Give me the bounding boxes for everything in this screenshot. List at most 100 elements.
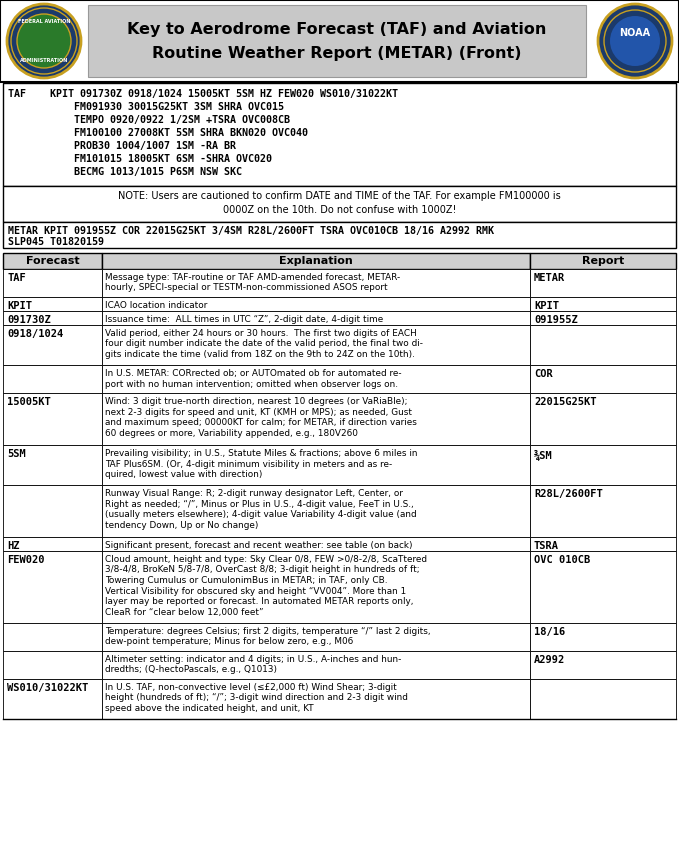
Text: HZ: HZ [7,541,20,551]
Bar [0,0,679,82]
Text: layer may be reported or forecast. In automated METAR reports only,: layer may be reported or forecast. In au… [105,597,414,606]
Bar [102,679,530,719]
Bar [3,651,102,679]
Text: KPIT: KPIT [534,301,559,311]
Text: Temperature: degrees Celsius; first 2 digits, temperature “/” last 2 digits,: Temperature: degrees Celsius; first 2 di… [105,627,430,636]
Bar [3,83,676,186]
Text: FM101015 18005KT 6SM -SHRA OVC020: FM101015 18005KT 6SM -SHRA OVC020 [8,154,272,164]
Bar [530,311,676,325]
Bar [102,537,530,551]
Text: Issuance time:  ALL times in UTC “Z”, 2-digit date, 4-digit time: Issuance time: ALL times in UTC “Z”, 2-d… [105,315,383,324]
Bar [102,269,530,297]
Bar [530,623,676,651]
Bar [3,679,102,719]
Text: gits indicate the time (valid from 18Z on the 9th to 24Z on the 10th).: gits indicate the time (valid from 18Z o… [105,350,415,359]
Text: 0000Z on the 10th. Do not confuse with 1000Z!: 0000Z on the 10th. Do not confuse with 1… [223,205,456,215]
Text: and maximum speed; 00000KT for calm; for METAR, if direction varies: and maximum speed; 00000KT for calm; for… [105,418,417,427]
Bar [3,537,102,551]
Circle shape [598,4,672,78]
Bar [3,623,102,651]
Bar [530,485,676,537]
Text: hourly, SPECI-special or TESTM-non-commissioned ASOS report: hourly, SPECI-special or TESTM-non-commi… [105,283,388,293]
Text: Message type: TAF-routine or TAF AMD-amended forecast, METAR-: Message type: TAF-routine or TAF AMD-ame… [105,273,400,282]
Bar [3,269,102,297]
Text: In U.S. METAR: CORrected ob; or AUTOmated ob for automated re-: In U.S. METAR: CORrected ob; or AUTOmate… [105,369,401,378]
Text: COR: COR [534,369,553,379]
Text: Vertical Visibility for obscured sky and height “VV004”. More than 1: Vertical Visibility for obscured sky and… [105,586,406,596]
Text: 60 degrees or more, Variability appended, e.g., 180V260: 60 degrees or more, Variability appended… [105,429,358,437]
Bar [102,485,530,537]
Text: Right as needed; “/”, Minus or Plus in U.S., 4-digit value, FeeT in U.S.,: Right as needed; “/”, Minus or Plus in U… [105,500,414,508]
Bar [530,393,676,445]
Text: dew-point temperature; Minus for below zero, e.g., M06: dew-point temperature; Minus for below z… [105,638,353,646]
Text: KPIT: KPIT [7,301,32,311]
Text: dredths; (Q-hectoPascals, e.g., Q1013): dredths; (Q-hectoPascals, e.g., Q1013) [105,665,277,675]
Text: speed above the indicated height, and unit, KT: speed above the indicated height, and un… [105,704,314,713]
Text: next 2-3 digits for speed and unit, KT (KMH or MPS); as needed, Gust: next 2-3 digits for speed and unit, KT (… [105,407,412,417]
Text: WS010/31022KT: WS010/31022KT [7,683,88,693]
Text: quired, lowest value with direction): quired, lowest value with direction) [105,470,262,479]
Bar [530,551,676,623]
Text: 18/16: 18/16 [534,627,565,637]
Bar [102,297,530,311]
Bar [530,297,676,311]
Bar [530,445,676,485]
Circle shape [604,10,666,72]
Text: TAF    KPIT 091730Z 0918/1024 15005KT 5SM HZ FEW020 WS010/31022KT: TAF KPIT 091730Z 0918/1024 15005KT 5SM H… [8,89,398,99]
Text: Cloud amount, height and type: Sky Clear 0/8, FEW >0/8-2/8, ScaTtered: Cloud amount, height and type: Sky Clear… [105,555,427,564]
Text: CleaR for “clear below 12,000 feet”: CleaR for “clear below 12,000 feet” [105,608,263,616]
Text: Key to Aerodrome Forecast (TAF) and Aviation: Key to Aerodrome Forecast (TAF) and Avia… [128,22,547,37]
Bar [530,679,676,719]
Bar [530,365,676,393]
Text: 091955Z: 091955Z [534,315,578,325]
Text: FEW020: FEW020 [7,555,45,565]
Text: Significant present, forecast and recent weather: see table (on back): Significant present, forecast and recent… [105,541,413,550]
Bar [3,297,102,311]
Text: In U.S. TAF, non-convective level (≤£2,000 ft) Wind Shear; 3-digit: In U.S. TAF, non-convective level (≤£2,0… [105,683,397,692]
Text: ¾SM: ¾SM [534,449,553,460]
Circle shape [11,8,77,74]
Text: Wind: 3 digit true-north direction, nearest 10 degrees (or VaRiaBle);: Wind: 3 digit true-north direction, near… [105,397,407,406]
Bar [3,365,102,393]
Bar [530,253,676,269]
Text: four digit number indicate the date of the valid period, the final two di-: four digit number indicate the date of t… [105,340,423,348]
Text: METAR KPIT 091955Z COR 22015G25KT 3/4SM R28L/2600FT TSRA OVC010CB 18/16 A2992 RM: METAR KPIT 091955Z COR 22015G25KT 3/4SM … [8,226,494,236]
Bar [102,445,530,485]
Text: ADMINISTRATION: ADMINISTRATION [20,58,68,63]
Text: TSRA: TSRA [534,541,559,551]
Text: height (hundreds of ft); “/”; 3-digit wind direction and 2-3 digit wind: height (hundreds of ft); “/”; 3-digit wi… [105,693,408,703]
Bar [88,5,586,77]
Text: ICAO location indicator: ICAO location indicator [105,301,207,310]
Bar [3,222,676,248]
Bar [102,551,530,623]
Text: 3/8-4/8, BroKeN 5/8-7/8, OverCast 8/8; 3-digit height in hundreds of ft;: 3/8-4/8, BroKeN 5/8-7/8, OverCast 8/8; 3… [105,566,420,574]
Text: METAR: METAR [534,273,565,283]
Bar [3,485,102,537]
Text: Prevailing visibility; in U.S., Statute Miles & fractions; above 6 miles in: Prevailing visibility; in U.S., Statute … [105,449,418,458]
Text: Report: Report [582,256,624,266]
Text: 5SM: 5SM [7,449,26,459]
Text: SLP045 T01820159: SLP045 T01820159 [8,237,104,247]
Circle shape [610,16,660,66]
Text: 0918/1024: 0918/1024 [7,329,63,339]
Text: Explanation: Explanation [279,256,353,266]
Text: PROB30 1004/1007 1SM -RA BR: PROB30 1004/1007 1SM -RA BR [8,141,236,151]
Bar [102,365,530,393]
Text: R28L/2600FT: R28L/2600FT [534,489,603,499]
Text: TEMPO 0920/0922 1/2SM +TSRA OVC008CB: TEMPO 0920/0922 1/2SM +TSRA OVC008CB [8,115,290,125]
Bar [3,393,102,445]
Text: 22015G25KT: 22015G25KT [534,397,596,407]
Text: FM091930 30015G25KT 3SM SHRA OVC015: FM091930 30015G25KT 3SM SHRA OVC015 [8,102,284,112]
Text: FEDERAL AVIATION: FEDERAL AVIATION [18,19,70,24]
Circle shape [17,14,71,68]
Text: (usually meters elsewhere); 4-digit value Variability 4-digit value (and: (usually meters elsewhere); 4-digit valu… [105,510,417,519]
Bar [3,311,102,325]
Text: 15005KT: 15005KT [7,397,51,407]
Text: NOTE: Users are cautioned to confirm DATE and TIME of the TAF. For example FM100: NOTE: Users are cautioned to confirm DAT… [118,191,561,201]
Bar [102,311,530,325]
Text: BECMG 1013/1015 P6SM NSW SKC: BECMG 1013/1015 P6SM NSW SKC [8,167,242,177]
Bar [3,325,102,365]
Bar [530,651,676,679]
Bar [3,253,102,269]
Text: port with no human intervention; omitted when observer logs on.: port with no human intervention; omitted… [105,379,398,389]
